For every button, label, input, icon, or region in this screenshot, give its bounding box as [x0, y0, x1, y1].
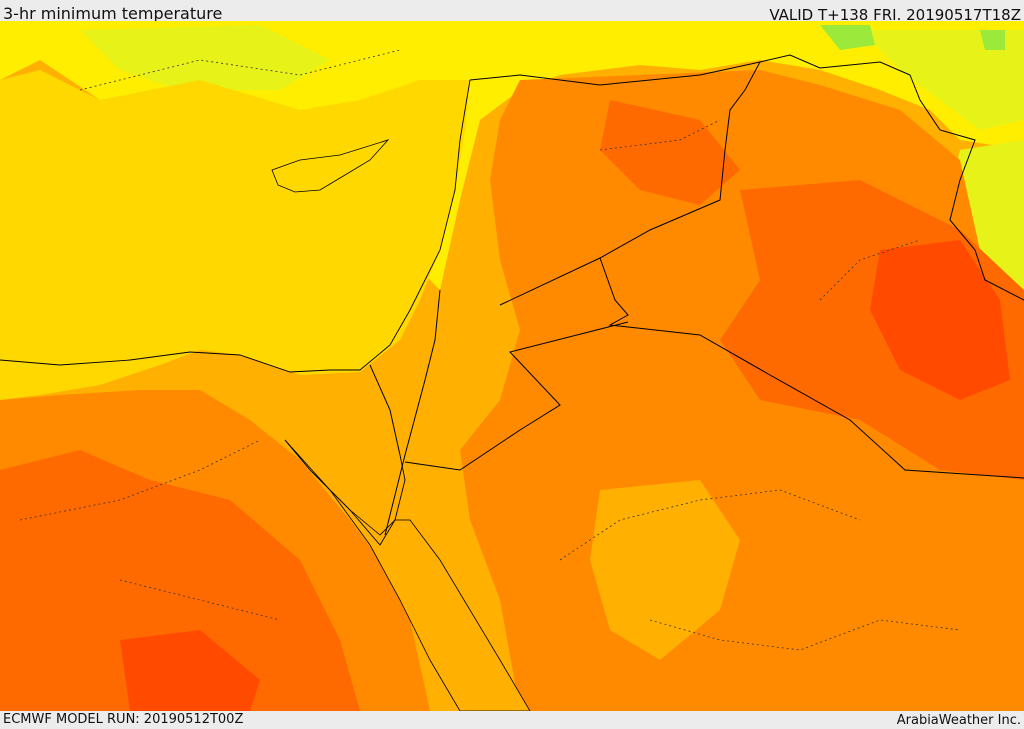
zone-green-patch-4	[980, 30, 1005, 50]
header-bar: 3-hr minimum temperature VALID T+138 FRI…	[0, 0, 1024, 24]
valid-time: VALID T+138 FRI. 20190517T18Z	[769, 6, 1021, 24]
coastlines	[0, 79, 471, 546]
zone-red-orange-iraq	[870, 240, 1010, 400]
zone-green-east	[950, 140, 1024, 290]
zone-green-patch-3	[820, 25, 875, 50]
zone-light-orange-sinai	[300, 370, 420, 520]
credit-label: ArabiaWeather Inc.	[896, 713, 1021, 728]
zone-green-patch-2	[860, 30, 1024, 130]
red-sea	[284, 439, 531, 711]
zone-light-orange-saudi	[590, 480, 740, 660]
cyprus-island	[271, 139, 390, 193]
temperature-map	[0, 21, 1024, 711]
zone-red-egypt	[120, 630, 260, 711]
zone-dark-orange-egypt	[0, 450, 360, 711]
map-title: 3-hr minimum temperature	[3, 4, 223, 23]
zone-dark-orange-syria	[600, 100, 740, 205]
footer-bar: ECMWF MODEL RUN: 20190512T00Z ArabiaWeat…	[0, 711, 1024, 729]
model-run-label: ECMWF MODEL RUN: 20190512T00Z	[3, 712, 244, 727]
country-borders	[369, 54, 1024, 536]
province-lines	[19, 49, 961, 651]
zone-green-patch-1	[80, 25, 330, 90]
